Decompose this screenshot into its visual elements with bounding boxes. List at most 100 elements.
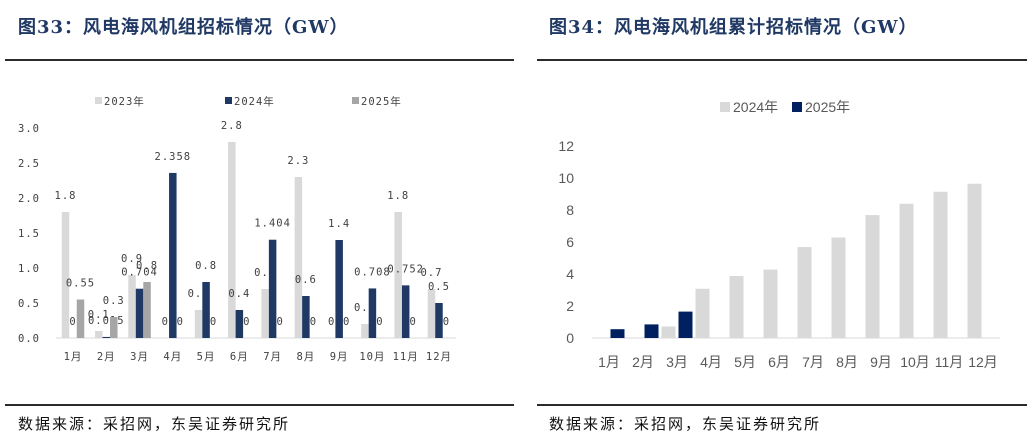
legend: 2024年 2025年 xyxy=(720,99,850,115)
data-label: 0.4 xyxy=(228,288,250,300)
data-label: 0.8 xyxy=(136,260,158,272)
data-label: 0.752 xyxy=(387,263,424,275)
figure-title: 图33：风电海风机组招标情况（GW） xyxy=(18,17,349,38)
data-label: 0 xyxy=(310,316,317,328)
y-axis: 0.0 0.5 1.0 1.5 2.0 2.5 3.0 xyxy=(18,123,40,345)
source-note: 数据来源：采招网，东吴证券研究所 xyxy=(549,415,822,433)
data-label: 0 xyxy=(343,316,350,328)
data-label: 0.7 xyxy=(420,267,442,279)
bar xyxy=(797,247,812,338)
bar xyxy=(268,239,277,338)
data-label: 0.5 xyxy=(428,281,450,293)
x-axis: 1月 2月 3月 4月 5月 6月 7月 8月 9月 10月 11月 12月 xyxy=(592,337,1000,370)
legend-swatch xyxy=(720,102,730,112)
data-label: 0.9 xyxy=(121,253,143,265)
data-label: 0 xyxy=(177,316,184,328)
y-tick-label: 3.0 xyxy=(18,123,40,135)
x-tick-label: 9月 xyxy=(330,351,349,363)
legend-label: 2025年 xyxy=(805,99,850,115)
bar xyxy=(95,331,103,338)
legend-label: 2025年 xyxy=(361,95,402,108)
bar xyxy=(427,289,436,338)
y-tick-label: 4 xyxy=(566,266,574,282)
data-label: 0 xyxy=(276,316,283,328)
data-label: 2.358 xyxy=(155,151,192,163)
data-label: 0.6 xyxy=(295,274,317,286)
bar xyxy=(729,275,744,338)
data-label: 1.4 xyxy=(328,218,350,230)
bar xyxy=(899,203,914,338)
data-label: 0 xyxy=(243,316,250,328)
data-label: 0.55 xyxy=(66,278,95,290)
x-tick-label: 5月 xyxy=(197,351,216,363)
bar xyxy=(661,326,676,338)
data-label: 2.3 xyxy=(287,155,309,167)
y-tick-label: 12 xyxy=(558,138,574,154)
legend-item: 2025年 xyxy=(352,95,402,108)
bar xyxy=(361,324,369,338)
data-label: 0.1 xyxy=(88,309,110,321)
legend-label: 2024年 xyxy=(733,99,778,115)
data-label: 0 xyxy=(410,316,417,328)
x-tick-label: 4月 xyxy=(700,354,722,370)
legend-swatch xyxy=(352,97,359,104)
x-tick-label: 9月 xyxy=(870,354,892,370)
x-tick-label: 8月 xyxy=(836,354,858,370)
bar xyxy=(128,275,136,338)
bar xyxy=(644,324,659,338)
y-tick-label: 1.0 xyxy=(18,263,40,275)
bar-series-2: 0 0.0150.7042.3580.80.41.4040.61.40.7080.… xyxy=(69,151,450,338)
legend-swatch xyxy=(792,102,802,112)
data-label: 0 xyxy=(210,316,217,328)
bar-series-2 xyxy=(610,311,693,338)
legend-item: 2025年 xyxy=(792,99,850,115)
x-tick-label: 7月 xyxy=(802,354,824,370)
data-label: 0 xyxy=(376,316,383,328)
x-tick-label: 10月 xyxy=(359,351,385,363)
data-label: 2.8 xyxy=(221,120,243,132)
data-label: 0 xyxy=(328,316,335,328)
legend: 2023年 2024年 2025年 xyxy=(95,95,402,108)
plot-marks xyxy=(610,183,982,338)
y-tick-label: 0.0 xyxy=(18,333,40,345)
x-tick-label: 8月 xyxy=(296,351,315,363)
bar xyxy=(169,172,177,338)
x-tick-label: 2月 xyxy=(632,354,654,370)
x-tick-label: 2月 xyxy=(97,351,116,363)
x-tick-label: 6月 xyxy=(768,354,790,370)
bar xyxy=(135,288,144,338)
data-label: 0.8 xyxy=(195,260,217,272)
bar xyxy=(678,311,693,338)
bar xyxy=(401,285,410,338)
y-tick-label: 6 xyxy=(566,234,574,250)
y-tick-label: 8 xyxy=(566,202,574,218)
cumulative-tender-bar-chart: 2024年 2025年 0 2 4 6 8 10 12 1月 2月 3月 4月 5月 6月 7月 8月 9月… xyxy=(558,99,1000,370)
bar xyxy=(302,296,310,338)
x-tick-label: 12月 xyxy=(426,351,452,363)
data-label: 0 xyxy=(162,316,169,328)
x-axis: 1月 2月 3月 4月 5月 6月 7月 8月 9月 10月 11月 12月 xyxy=(56,337,456,363)
data-label: 1.8 xyxy=(387,190,409,202)
x-tick-label: 3月 xyxy=(130,351,149,363)
x-tick-label: 1月 xyxy=(64,351,83,363)
y-tick-label: 2.5 xyxy=(18,158,40,170)
bar xyxy=(228,142,236,338)
bar xyxy=(865,215,880,338)
legend-item: 2024年 xyxy=(225,95,274,108)
data-label: 0.3 xyxy=(103,295,125,307)
source-rule xyxy=(5,404,514,406)
bar xyxy=(933,191,948,338)
bar xyxy=(610,329,625,338)
source-rule xyxy=(537,404,1027,406)
bar xyxy=(368,288,377,338)
legend-swatch xyxy=(95,97,102,104)
bar xyxy=(202,282,210,338)
x-tick-label: 12月 xyxy=(968,354,998,370)
x-tick-label: 1月 xyxy=(598,354,620,370)
bar xyxy=(102,336,111,338)
bar xyxy=(61,212,70,338)
bar xyxy=(235,310,244,338)
legend-item: 2023年 xyxy=(95,95,144,108)
y-tick-label: 0 xyxy=(566,330,574,346)
bar xyxy=(76,299,85,338)
